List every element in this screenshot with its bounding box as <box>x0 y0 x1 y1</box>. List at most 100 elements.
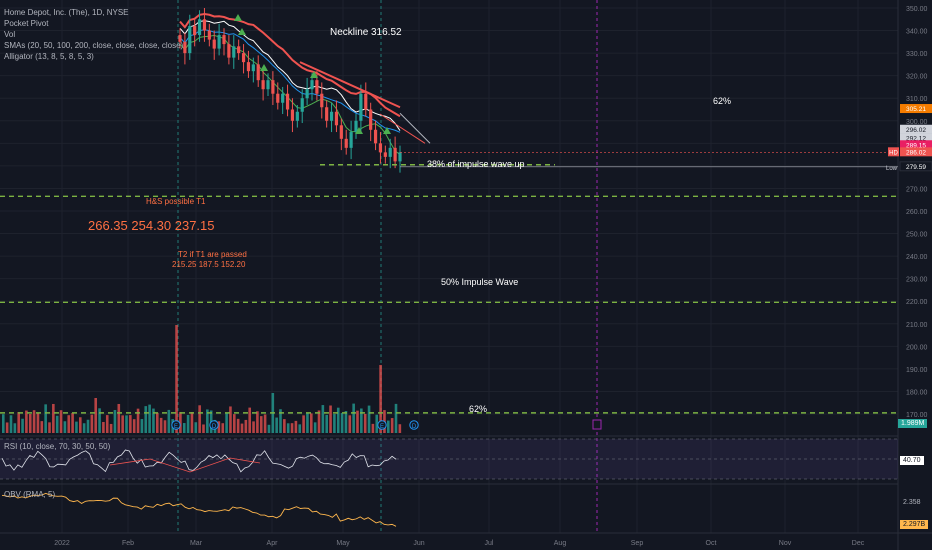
rsi-label[interactable]: RSI (10, close, 70, 30, 50, 50) <box>4 442 111 451</box>
volume-bar <box>375 414 379 433</box>
volume-bar <box>229 406 232 433</box>
y-tick-label: 250.00 <box>906 232 928 239</box>
pocket-pivot-marker <box>238 28 246 35</box>
pocket-pivot-marker <box>383 127 391 134</box>
volume-bar <box>67 415 71 433</box>
volume-bar <box>259 416 263 433</box>
volume-bar <box>179 412 182 433</box>
volume-bar <box>182 423 186 433</box>
obv-label[interactable]: OBV (RMA, 5) <box>4 490 56 499</box>
volume-bar <box>263 414 267 433</box>
volume-bar <box>132 419 136 433</box>
price-tag <box>900 124 932 134</box>
neckline <box>299 61 401 109</box>
indicator-pocket-pivot[interactable]: Pocket Pivot <box>4 19 49 28</box>
sub-panes <box>0 435 898 527</box>
volume-bar <box>32 410 36 433</box>
y-tick-label: 300.00 <box>906 119 928 126</box>
y-tick-label: 260.00 <box>906 209 928 216</box>
indicator-smas[interactable]: SMAs (20, 50, 100, 200, close, close, cl… <box>4 41 184 50</box>
obv-value-tag: 2.297B <box>900 520 929 529</box>
volume-bar <box>236 418 240 433</box>
volume-bar <box>186 414 190 433</box>
volume-bar <box>105 415 109 433</box>
moving-averages <box>179 13 401 156</box>
volume-bar <box>167 409 171 433</box>
horizontal-levels <box>0 61 898 414</box>
pocket-pivot-marker <box>310 71 318 78</box>
symbol-tag <box>888 147 899 157</box>
volume-bar <box>117 403 121 433</box>
candle-body <box>237 46 241 54</box>
obv-line <box>1 492 397 527</box>
impulse-50-label: 50% Impulse Wave <box>441 277 519 287</box>
candle-body <box>388 147 392 157</box>
candle-body <box>197 19 202 36</box>
y-tick-label: 350.00 <box>906 6 928 13</box>
volume-bar <box>190 412 194 433</box>
channel-line <box>379 113 426 144</box>
volume-bar <box>25 410 28 433</box>
price-tag-text: 292.12 <box>906 136 926 143</box>
candle-body <box>276 93 280 103</box>
volume-bar <box>371 423 375 433</box>
y-tick-label: 190.00 <box>906 367 928 374</box>
volume-bar <box>175 325 178 433</box>
volume-bar <box>40 421 44 433</box>
sma-50-line <box>179 13 401 118</box>
rsi-line <box>1 449 397 473</box>
volume-bar <box>302 415 305 433</box>
sma-20-line <box>179 20 401 131</box>
candle-body <box>271 80 275 94</box>
volume-bar <box>202 424 205 433</box>
price-tag <box>900 140 932 150</box>
channel-line <box>399 112 431 144</box>
volume-bar <box>21 418 24 433</box>
candle-body <box>227 44 231 58</box>
volume-bar <box>294 420 298 433</box>
candle-body <box>241 53 246 63</box>
volume-tag: 1.989M <box>898 419 928 428</box>
t2-values: 215.25 187.5 152.20 <box>172 260 246 269</box>
volume-bar <box>13 423 17 433</box>
volume-bar <box>217 421 221 433</box>
volume-bar <box>159 417 163 433</box>
volume-bar <box>310 413 313 433</box>
price-tag-text: 289.15 <box>906 142 926 149</box>
candle-body <box>339 125 343 139</box>
candle-body <box>349 132 353 148</box>
candle-body <box>217 35 221 49</box>
volume-bar <box>290 423 294 433</box>
event-letter: D <box>212 424 217 430</box>
volume-bar <box>9 415 13 433</box>
volume-bar <box>94 398 97 433</box>
x-tick-label: May <box>336 540 350 547</box>
volume-bar <box>28 414 32 433</box>
volume-bar <box>63 421 67 433</box>
alligator-lips-line <box>179 34 401 156</box>
volume-bar <box>5 422 9 433</box>
volume-bar <box>156 412 159 433</box>
candle-body <box>222 35 226 45</box>
volume-bar <box>140 419 144 433</box>
volume-bar <box>59 410 63 433</box>
candle-body <box>398 152 402 162</box>
event-circle-icon <box>171 420 181 430</box>
candle-body <box>364 93 368 110</box>
volume-bar <box>313 422 317 433</box>
x-tick-label: Aug <box>554 540 567 547</box>
volume-bar <box>90 414 94 433</box>
volume-bar <box>279 409 282 433</box>
event-circle-icon <box>409 420 419 430</box>
x-tick-label: Nov <box>779 540 792 547</box>
candle-body <box>251 64 255 72</box>
indicator-vol[interactable]: Vol <box>4 30 16 39</box>
candle-body <box>178 35 182 42</box>
volume-bar <box>387 420 390 433</box>
volume-bar <box>221 423 225 433</box>
indicator-alligator[interactable]: Alligator (13, 8, 5, 8, 5, 3) <box>4 52 94 61</box>
candle-body <box>232 46 236 58</box>
volume-bar <box>86 419 90 433</box>
candle-body <box>315 80 319 94</box>
